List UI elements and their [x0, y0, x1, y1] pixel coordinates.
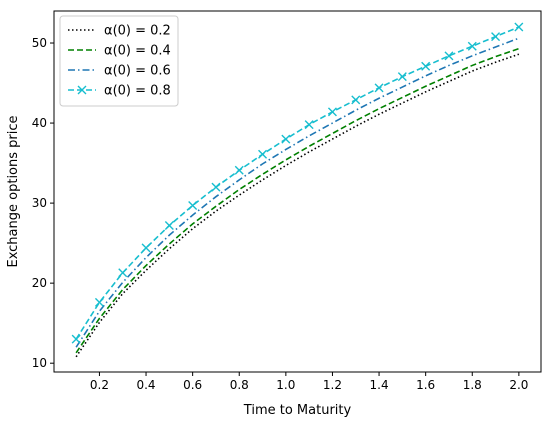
x-tick-label: 1.8: [463, 378, 482, 392]
data-point-marker: [281, 134, 291, 144]
data-point-marker: [467, 41, 477, 51]
data-point-marker: [327, 107, 337, 117]
data-point-marker: [188, 201, 198, 211]
y-tick-label: 50: [32, 36, 47, 50]
y-tick-label: 40: [32, 116, 47, 130]
legend-box: [59, 15, 179, 107]
data-point-marker: [211, 182, 221, 192]
x-tick-label: 0.6: [183, 378, 202, 392]
legend-label: α(0) = 0.8: [104, 84, 171, 99]
y-axis-ticks: 10 20 30 40 50: [32, 36, 54, 370]
series-line-1: [75, 53, 520, 358]
legend-label: α(0) = 0.6: [104, 64, 171, 79]
x-tick-label: 0.2: [90, 378, 109, 392]
plot-frame: [53, 10, 542, 373]
y-axis-label: Exchange options price: [6, 115, 21, 267]
data-point-marker: [397, 72, 407, 82]
legend-label: α(0) = 0.4: [104, 44, 171, 59]
data-point-marker: [421, 61, 431, 71]
y-tick-label: 10: [32, 356, 47, 370]
x-tick-label: 1.2: [323, 378, 342, 392]
x-axis-label: Time to Maturity: [243, 403, 352, 418]
series-line-2: [75, 47, 520, 354]
series-markers: [71, 22, 524, 344]
x-tick-label: 1.0: [276, 378, 295, 392]
legend: α(0) = 0.2 α(0) = 0.4 α(0) = 0.6 α(0) = 0.8: [59, 15, 179, 107]
x-axis-ticks: 0.2 0.4 0.6 0.8 1.0 1.2 1.4 1.6 1.8 2.0: [90, 372, 528, 392]
data-point-marker: [351, 95, 361, 105]
series-line-3: [75, 37, 520, 348]
data-point-marker: [77, 85, 87, 95]
data-point-marker: [304, 120, 314, 130]
data-point-marker: [71, 334, 81, 344]
x-tick-label: 0.8: [230, 378, 249, 392]
y-tick-label: 20: [32, 276, 47, 290]
data-point-marker: [491, 32, 501, 42]
data-point-marker: [164, 221, 174, 231]
data-point-marker: [374, 83, 384, 93]
x-tick-label: 1.6: [416, 378, 435, 392]
y-tick-label: 30: [32, 196, 47, 210]
x-tick-label: 2.0: [509, 378, 528, 392]
data-point-marker: [258, 149, 268, 159]
data-point-marker: [118, 268, 128, 278]
data-point-marker: [141, 243, 151, 253]
x-tick-label: 0.4: [136, 378, 155, 392]
data-point-marker: [444, 51, 454, 61]
data-point-marker: [514, 22, 524, 32]
data-point-marker: [234, 165, 244, 175]
x-tick-label: 1.4: [370, 378, 389, 392]
legend-label: α(0) = 0.2: [104, 24, 171, 39]
data-point-marker: [94, 297, 104, 307]
